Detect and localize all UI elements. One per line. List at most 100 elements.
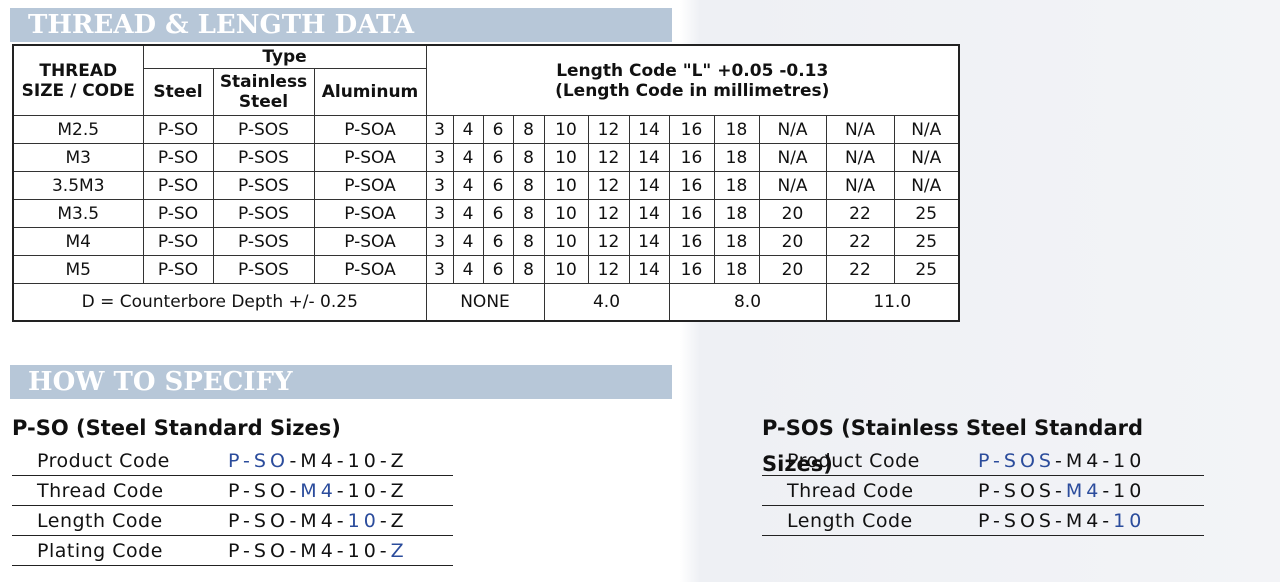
cell: P-SOS (212, 199, 315, 228)
length-cell: 25 (893, 255, 960, 284)
cell: M4 (12, 227, 144, 256)
spec-row: Plating Code P-SO-M4-10-Z (12, 536, 453, 566)
spec-block: P-SOS (Stainless Steel Standard Sizes) Pr… (762, 410, 1204, 536)
header-line: THREAD (39, 60, 118, 81)
cell: P-SOS (212, 143, 315, 172)
header-line: (Length Code in millimetres) (555, 80, 830, 101)
length-cell: 6 (482, 171, 514, 200)
length-cell: N/A (893, 115, 960, 144)
depth-value: 8.0 (668, 283, 827, 322)
code-segment: M4 (1065, 479, 1103, 502)
length-cell: N/A (893, 143, 960, 172)
length-cell: 8 (512, 227, 545, 256)
header-cell: Length Code "L" +0.05 -0.13 (Length Code … (425, 44, 960, 116)
length-cell: 16 (668, 171, 715, 200)
cell: P-SOS (212, 227, 315, 256)
code-segment: Z (390, 539, 408, 562)
depth-value: 4.0 (543, 283, 670, 322)
length-cell: 4 (452, 199, 484, 228)
length-cell: N/A (825, 115, 895, 144)
spec-row: Product Code P-SOS-M4-10 (762, 446, 1204, 476)
length-cell: 4 (452, 227, 484, 256)
length-cell: 14 (628, 227, 670, 256)
length-cell: 6 (482, 255, 514, 284)
length-cell: 18 (713, 199, 760, 228)
data-row: M5 P-SO P-SOS P-SOA 3 4 6 8 10 12 14 16 18 20 22 25 (12, 255, 960, 284)
length-cell: 14 (628, 171, 670, 200)
length-cell: 18 (713, 255, 760, 284)
code-segment: P-SOS (978, 449, 1055, 472)
length-cell: N/A (758, 115, 827, 144)
spec-code: P-SO-M4-10-Z (228, 450, 408, 472)
length-cell: 3 (425, 227, 454, 256)
length-cell: 8 (512, 115, 545, 144)
cell: 3.5M3 (12, 171, 144, 200)
spec-title: P-SO (Steel Standard Sizes) (12, 416, 341, 440)
length-cell: 10 (543, 227, 589, 256)
header-line: SIZE / CODE (21, 80, 135, 101)
code-segment: P-SOS-M4- (978, 509, 1114, 532)
length-cell: 22 (825, 255, 895, 284)
cell: P-SO (142, 171, 214, 200)
spec-title: P-SOS (Stainless Steel Standard Sizes) (762, 416, 1144, 476)
length-cell: N/A (825, 171, 895, 200)
cell: P-SO (142, 199, 214, 228)
length-cell: 14 (628, 199, 670, 228)
depth-value: 11.0 (825, 283, 960, 322)
length-cell: 10 (543, 199, 589, 228)
cell: P-SOS (212, 171, 315, 200)
cell: P-SO (142, 143, 214, 172)
length-cell: 3 (425, 115, 454, 144)
spec-code: P-SOS-M4-10 (978, 510, 1145, 532)
length-cell: 10 (543, 255, 589, 284)
length-cell: 14 (628, 143, 670, 172)
length-cell: 12 (587, 171, 630, 200)
spec-row: Product Code P-SO-M4-10-Z (12, 446, 453, 476)
code-segment: M4 (300, 479, 337, 502)
length-cell: 14 (628, 115, 670, 144)
length-cell: 12 (587, 255, 630, 284)
length-cell: 16 (668, 115, 715, 144)
length-cell: 12 (587, 199, 630, 228)
code-segment: -10-Z (336, 479, 408, 502)
length-cell: 25 (893, 227, 960, 256)
header-row: Steel Stainless Steel Aluminum (13, 68, 959, 116)
header-cell: Type (142, 44, 427, 69)
header-cell: THREAD SIZE / CODE (12, 44, 144, 116)
code-segment: -Z (379, 509, 408, 532)
length-cell: 16 (668, 255, 715, 284)
depth-label: D = Counterbore Depth +/- 0.25 (12, 283, 427, 322)
length-cell: 20 (758, 227, 827, 256)
length-cell: 20 (758, 199, 827, 228)
code-segment: P-SOS- (978, 479, 1066, 502)
spec-row: Length Code P-SO-M4-10-Z (12, 506, 453, 536)
cell: M3.5 (12, 199, 144, 228)
length-cell: 3 (425, 199, 454, 228)
code-segment: 10 (1113, 509, 1146, 532)
length-cell: 4 (452, 143, 484, 172)
length-cell: 3 (425, 171, 454, 200)
length-cell: 22 (825, 199, 895, 228)
length-cell: 3 (425, 255, 454, 284)
length-cell: 22 (825, 227, 895, 256)
length-cell: 3 (425, 143, 454, 172)
cell: P-SOS (212, 255, 315, 284)
code-segment: -10 (1102, 479, 1146, 502)
spec-block: P-SO (Steel Standard Sizes) Product Code P… (12, 410, 453, 566)
cell: P-SOA (313, 115, 427, 144)
depth-row: D = Counterbore Depth +/- 0.25 NONE 4.0 8.0… (12, 283, 960, 322)
length-cell: 16 (668, 227, 715, 256)
spec-label: Length Code (787, 509, 913, 532)
data-row: M2.5 P-SO P-SOS P-SOA 3 4 6 8 10 12 14 16 18 N/A N/A N/… (12, 115, 960, 144)
length-cell: 8 (512, 199, 545, 228)
spec-code: P-SO-M4-10-Z (228, 540, 408, 562)
spec-label: Product Code (37, 449, 170, 472)
length-cell: 6 (482, 115, 514, 144)
spec-label: Thread Code (787, 479, 914, 502)
data-row: M3 P-SO P-SOS P-SOA 3 4 6 8 10 12 14 16 18 N/A N/A N/A (12, 143, 960, 172)
cell: P-SOA (313, 255, 427, 284)
cell: M3 (12, 143, 144, 172)
length-cell: 14 (628, 255, 670, 284)
spec-label: Product Code (787, 449, 920, 472)
